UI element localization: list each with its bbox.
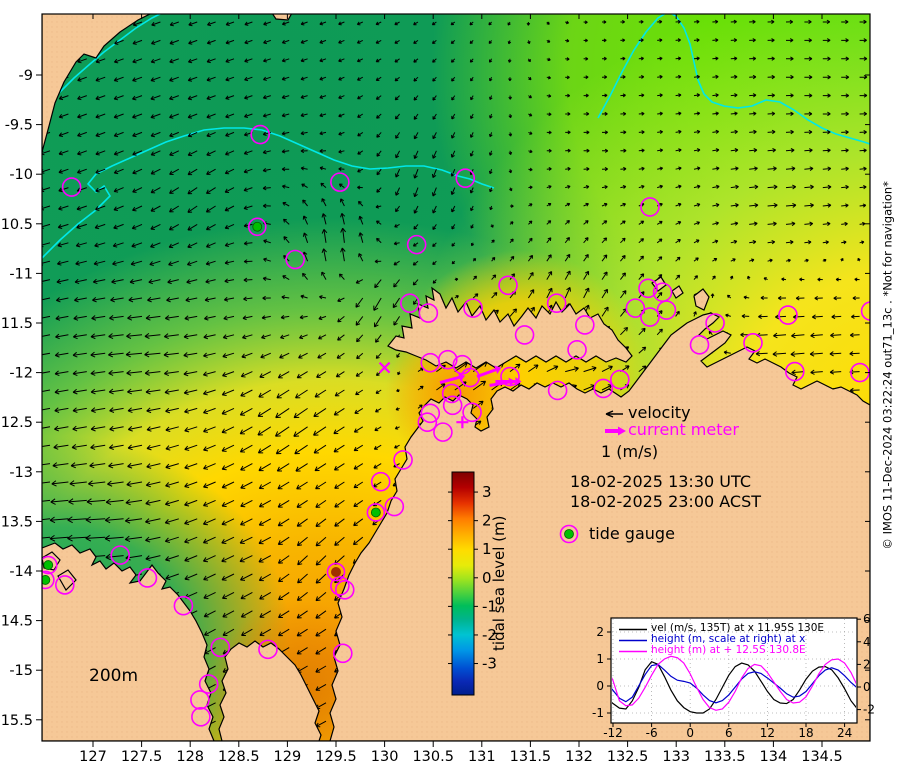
- svg-text:-9: -9: [19, 68, 33, 84]
- svg-text:-1: -1: [482, 597, 497, 615]
- svg-text:6: 6: [863, 612, 871, 626]
- svg-text:-12: -12: [603, 726, 623, 740]
- svg-text:1: 1: [596, 652, 604, 666]
- svg-text:0: 0: [482, 569, 492, 587]
- svg-text:0: 0: [863, 680, 871, 694]
- svg-text:-12.5: -12.5: [0, 415, 33, 431]
- instrument-markers: [42, 124, 870, 727]
- svg-text:131: 131: [468, 749, 496, 765]
- svg-text:2: 2: [596, 625, 604, 639]
- svg-text:18: 18: [798, 726, 813, 740]
- inset-timeseries-chart: -12 -6 0 6 12 18 24 2 1 0 -1 6 4 2 0 -2: [592, 612, 875, 740]
- timestamp-utc: 18-02-2025 13:30 UTC: [570, 472, 751, 491]
- colorbar: 3 2 1 0 -1 -2 -3: [448, 471, 497, 696]
- map-axes: 127 127.5 128 128.5 129 129.5 130 130.5 131 131.5…: [0, 13, 871, 765]
- svg-text:2: 2: [482, 512, 492, 530]
- svg-text:131.5: 131.5: [510, 749, 552, 765]
- svg-text:-15.5: -15.5: [0, 713, 33, 729]
- svg-text:3: 3: [482, 483, 492, 501]
- svg-text:-15: -15: [9, 663, 33, 679]
- legend-marker-glyphs: [559, 410, 626, 544]
- speed-scale-label: 1 (m/s): [601, 442, 659, 461]
- inset-legend-vel: vel (m/s, 135T) at x 11.95S 130E: [651, 622, 825, 634]
- svg-text:-1: -1: [592, 706, 604, 720]
- inset-legend-height: height (m) at + 12.5S 130.8E: [651, 644, 806, 656]
- current-meter-legend-label: current meter: [628, 420, 739, 439]
- svg-text:-12: -12: [9, 366, 33, 382]
- svg-text:-2: -2: [863, 703, 875, 717]
- svg-text:-10.5: -10.5: [0, 217, 33, 233]
- svg-text:-14.5: -14.5: [0, 614, 33, 630]
- colorbar-title: tidal sea level (m): [489, 515, 508, 651]
- inset-legend-height-right: height (m, scale at right) at x: [651, 633, 806, 645]
- svg-text:1: 1: [482, 540, 492, 558]
- svg-text:-11: -11: [9, 266, 33, 282]
- svg-text:24: 24: [837, 726, 852, 740]
- svg-text:-9.5: -9.5: [5, 118, 33, 134]
- velocity-legend-label: velocity: [628, 403, 691, 422]
- svg-text:132: 132: [565, 749, 593, 765]
- svg-text:128.5: 128.5: [218, 749, 260, 765]
- svg-text:127.5: 127.5: [121, 749, 163, 765]
- svg-text:6: 6: [725, 726, 733, 740]
- scale-bar-label: 200m: [89, 666, 139, 686]
- svg-text:-6: -6: [646, 726, 658, 740]
- svg-text:2: 2: [863, 657, 871, 671]
- svg-text:130.5: 130.5: [412, 749, 454, 765]
- svg-text:0: 0: [686, 726, 694, 740]
- tide-gauge-legend-label: tide gauge: [589, 524, 675, 543]
- svg-text:130: 130: [371, 749, 399, 765]
- svg-text:4: 4: [863, 635, 871, 649]
- svg-text:-11.5: -11.5: [0, 316, 33, 332]
- timestamp-local: 18-02-2025 23:00 ACST: [570, 492, 762, 511]
- svg-text:134.5: 134.5: [801, 749, 843, 765]
- svg-text:-3: -3: [482, 655, 497, 673]
- svg-text:134: 134: [760, 749, 788, 765]
- svg-text:133.5: 133.5: [704, 749, 746, 765]
- svg-text:132.5: 132.5: [607, 749, 649, 765]
- svg-text:128: 128: [176, 749, 204, 765]
- svg-text:129.5: 129.5: [315, 749, 357, 765]
- svg-text:-13.5: -13.5: [0, 514, 33, 530]
- svg-text:-13: -13: [9, 465, 33, 481]
- svg-text:-14: -14: [9, 564, 33, 580]
- svg-text:0: 0: [596, 679, 604, 693]
- svg-text:-10: -10: [9, 167, 33, 183]
- svg-text:129: 129: [274, 749, 302, 765]
- svg-text:12: 12: [760, 726, 775, 740]
- svg-text:133: 133: [662, 749, 690, 765]
- svg-text:-2: -2: [482, 626, 497, 644]
- svg-text:127: 127: [79, 749, 107, 765]
- copyright-note: © IMOS 11-Dec-2024 03:22:24 out71_13c . …: [880, 181, 895, 550]
